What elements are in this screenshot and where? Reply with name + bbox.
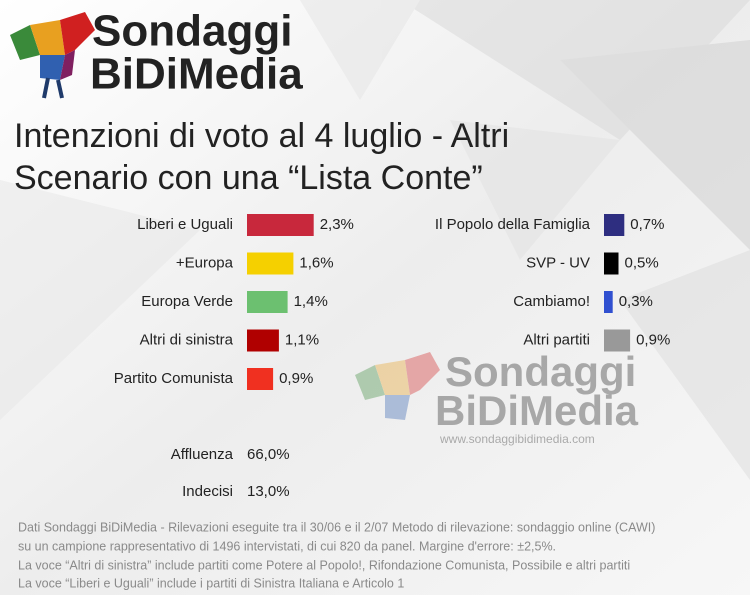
value-label: 0,9% <box>636 331 670 348</box>
bar <box>247 368 274 390</box>
title-line: Intenzioni di voto al 4 luglio - Altri <box>14 117 509 155</box>
brand-line2: BiDiMedia <box>90 50 303 99</box>
value-label: 1,1% <box>285 331 319 348</box>
category-label: Partito Comunista <box>114 370 234 387</box>
watermark-line1: Sondaggi <box>445 348 636 395</box>
watermark: Sondaggi BiDiMedia www.sondaggibidimedia… <box>355 348 639 446</box>
category-label: Liberi e Uguali <box>137 216 233 233</box>
value-label: 2,3% <box>320 216 354 233</box>
category-label: Il Popolo della Famiglia <box>435 216 591 233</box>
footnote: su un campione rappresentativo di 1496 i… <box>18 539 556 553</box>
category-label: Cambiamo! <box>513 293 590 310</box>
category-label: +Europa <box>176 254 234 271</box>
bar <box>604 214 625 236</box>
stat-value: 13,0% <box>247 483 290 500</box>
value-label: 0,5% <box>625 254 659 271</box>
watermark-url: www.sondaggibidimedia.com <box>439 432 595 446</box>
background-polygons <box>0 0 750 480</box>
logo <box>10 12 95 99</box>
stat-label: Affluenza <box>171 446 234 463</box>
bar <box>247 252 294 275</box>
value-label: 1,6% <box>299 254 333 271</box>
footnote: La voce “Altri di sinistra” include part… <box>18 558 630 572</box>
watermark-line2: BiDiMedia <box>435 387 639 434</box>
stat-value: 66,0% <box>247 446 290 463</box>
category-label: SVP - UV <box>526 254 590 271</box>
bar <box>604 252 619 275</box>
value-label: 0,3% <box>619 293 653 310</box>
category-label: Europa Verde <box>141 293 233 310</box>
bar <box>604 291 613 313</box>
bar <box>604 329 631 352</box>
category-label: Altri di sinistra <box>140 331 234 348</box>
footnote: Dati Sondaggi BiDiMedia - Rilevazioni es… <box>18 520 655 534</box>
stat-label: Indecisi <box>182 483 233 500</box>
category-label: Altri partiti <box>523 331 590 348</box>
bar <box>247 214 314 236</box>
value-label: 1,4% <box>294 293 328 310</box>
title-line: Scenario con una “Lista Conte” <box>14 159 483 197</box>
value-label: 0,9% <box>279 370 313 387</box>
value-label: 0,7% <box>630 216 664 233</box>
brand-line1: Sondaggi <box>92 7 292 56</box>
footnote: La voce “Liberi e Uguali” include i part… <box>18 576 404 590</box>
bar <box>247 329 279 352</box>
bar <box>247 291 288 313</box>
